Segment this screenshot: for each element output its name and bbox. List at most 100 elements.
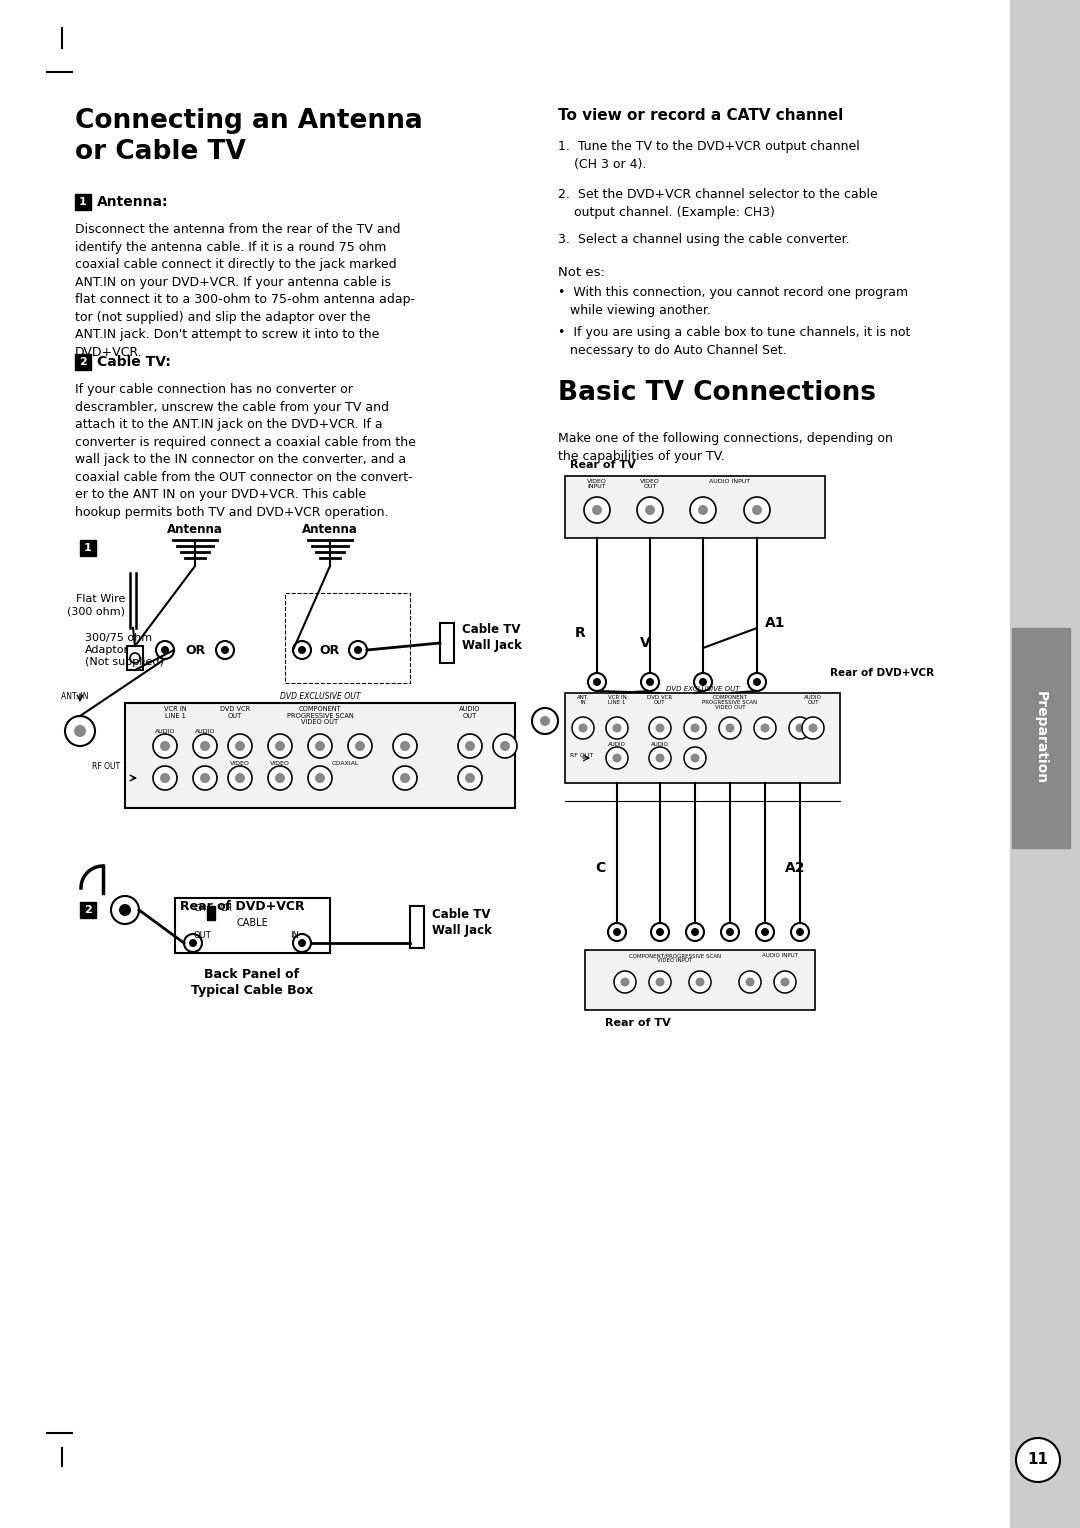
Text: OUT: OUT bbox=[193, 931, 211, 940]
Text: Make one of the following connections, depending on
the capabilities of your TV.: Make one of the following connections, d… bbox=[558, 432, 893, 463]
Circle shape bbox=[315, 773, 325, 782]
Text: If your cable connection has no converter or
descrambler, unscrew the cable from: If your cable connection has no converte… bbox=[75, 384, 416, 518]
Circle shape bbox=[235, 741, 245, 750]
Circle shape bbox=[293, 934, 311, 952]
Circle shape bbox=[268, 733, 292, 758]
Text: OR: OR bbox=[320, 643, 340, 657]
Text: CH: CH bbox=[193, 905, 206, 914]
Bar bbox=[565, 477, 825, 538]
Text: VCR IN
LINE 1: VCR IN LINE 1 bbox=[164, 706, 187, 718]
Text: AUDIO
OUT: AUDIO OUT bbox=[805, 695, 822, 704]
Circle shape bbox=[184, 934, 202, 952]
Circle shape bbox=[802, 717, 824, 740]
Circle shape bbox=[726, 723, 734, 732]
Bar bbox=[410, 906, 424, 947]
Circle shape bbox=[458, 766, 482, 790]
Bar bbox=[1010, 0, 1080, 1528]
Text: Rear of TV: Rear of TV bbox=[570, 460, 636, 471]
Text: 11: 11 bbox=[1027, 1453, 1049, 1467]
Text: RF OUT: RF OUT bbox=[92, 761, 120, 770]
Text: A1: A1 bbox=[765, 616, 785, 630]
Circle shape bbox=[308, 766, 332, 790]
Circle shape bbox=[809, 723, 818, 732]
Text: ANT.
IN: ANT. IN bbox=[577, 695, 589, 704]
Text: AUDIO: AUDIO bbox=[194, 729, 215, 733]
Bar bbox=[585, 950, 815, 1010]
Circle shape bbox=[592, 504, 602, 515]
Circle shape bbox=[130, 652, 140, 663]
Circle shape bbox=[75, 724, 86, 736]
Circle shape bbox=[684, 717, 706, 740]
Text: Rear of DVD+VCR: Rear of DVD+VCR bbox=[180, 900, 305, 912]
Circle shape bbox=[761, 927, 769, 937]
Text: 3.  Select a channel using the cable converter.: 3. Select a channel using the cable conv… bbox=[558, 232, 850, 246]
Text: Back Panel of
Typical Cable Box: Back Panel of Typical Cable Box bbox=[191, 969, 313, 996]
Circle shape bbox=[656, 978, 664, 987]
Circle shape bbox=[796, 723, 805, 732]
Bar bbox=[80, 902, 96, 918]
Text: AUDIO
OUT: AUDIO OUT bbox=[459, 706, 481, 718]
Circle shape bbox=[298, 646, 306, 654]
Text: VCR IN
LINE 1: VCR IN LINE 1 bbox=[608, 695, 626, 704]
Text: VIDEO: VIDEO bbox=[230, 761, 249, 766]
Circle shape bbox=[719, 717, 741, 740]
Circle shape bbox=[781, 978, 789, 987]
Bar bbox=[80, 539, 96, 556]
Text: COMPONENT
PROGRESSIVE SCAN
VIDEO OUT: COMPONENT PROGRESSIVE SCAN VIDEO OUT bbox=[702, 695, 758, 711]
Bar bbox=[565, 694, 840, 782]
Circle shape bbox=[458, 733, 482, 758]
Circle shape bbox=[796, 927, 804, 937]
Text: Antenna: Antenna bbox=[302, 523, 357, 536]
Circle shape bbox=[612, 753, 621, 762]
Text: COAXIAL: COAXIAL bbox=[332, 761, 359, 766]
Circle shape bbox=[748, 672, 766, 691]
Circle shape bbox=[193, 733, 217, 758]
Circle shape bbox=[354, 646, 362, 654]
Circle shape bbox=[698, 504, 708, 515]
Circle shape bbox=[774, 970, 796, 993]
Text: R: R bbox=[575, 626, 585, 640]
Text: DVD EXCLUSIVE OUT: DVD EXCLUSIVE OUT bbox=[665, 686, 739, 692]
Text: Flat Wire
(300 ohm): Flat Wire (300 ohm) bbox=[67, 594, 125, 616]
Text: AUDIO: AUDIO bbox=[608, 743, 626, 747]
Circle shape bbox=[791, 923, 809, 941]
Circle shape bbox=[221, 646, 229, 654]
Text: 1: 1 bbox=[79, 197, 86, 206]
Text: 2: 2 bbox=[79, 358, 86, 367]
Text: RF OUT: RF OUT bbox=[570, 752, 593, 758]
Text: CH: CH bbox=[219, 905, 232, 914]
Bar bbox=[440, 623, 454, 663]
Circle shape bbox=[606, 717, 627, 740]
Text: Rear of TV: Rear of TV bbox=[605, 1018, 671, 1028]
Bar bbox=[125, 703, 515, 808]
Circle shape bbox=[153, 733, 177, 758]
Circle shape bbox=[656, 927, 664, 937]
Text: DVD VCR
OUT: DVD VCR OUT bbox=[220, 706, 251, 718]
Circle shape bbox=[756, 923, 774, 941]
Circle shape bbox=[621, 978, 630, 987]
Circle shape bbox=[119, 905, 131, 915]
Circle shape bbox=[584, 497, 610, 523]
Text: VIDEO: VIDEO bbox=[270, 761, 289, 766]
Circle shape bbox=[235, 773, 245, 782]
Text: •  With this connection, you cannot record one program
   while viewing another.: • With this connection, you cannot recor… bbox=[558, 286, 908, 316]
Circle shape bbox=[465, 741, 475, 750]
Bar bbox=[1012, 628, 1070, 848]
Text: AUDIO: AUDIO bbox=[651, 743, 669, 747]
Circle shape bbox=[649, 970, 671, 993]
Text: Cable TV
Wall Jack: Cable TV Wall Jack bbox=[432, 908, 491, 937]
Text: IN: IN bbox=[291, 931, 299, 940]
Circle shape bbox=[646, 678, 654, 686]
Circle shape bbox=[739, 970, 761, 993]
Circle shape bbox=[726, 927, 734, 937]
Circle shape bbox=[216, 642, 234, 659]
Text: DVD VCR
OUT: DVD VCR OUT bbox=[647, 695, 673, 704]
Text: 1: 1 bbox=[84, 542, 92, 553]
Circle shape bbox=[606, 747, 627, 769]
Circle shape bbox=[615, 970, 636, 993]
Circle shape bbox=[349, 642, 367, 659]
Text: C: C bbox=[595, 860, 605, 876]
Circle shape bbox=[744, 497, 770, 523]
Circle shape bbox=[651, 923, 669, 941]
Circle shape bbox=[686, 923, 704, 941]
